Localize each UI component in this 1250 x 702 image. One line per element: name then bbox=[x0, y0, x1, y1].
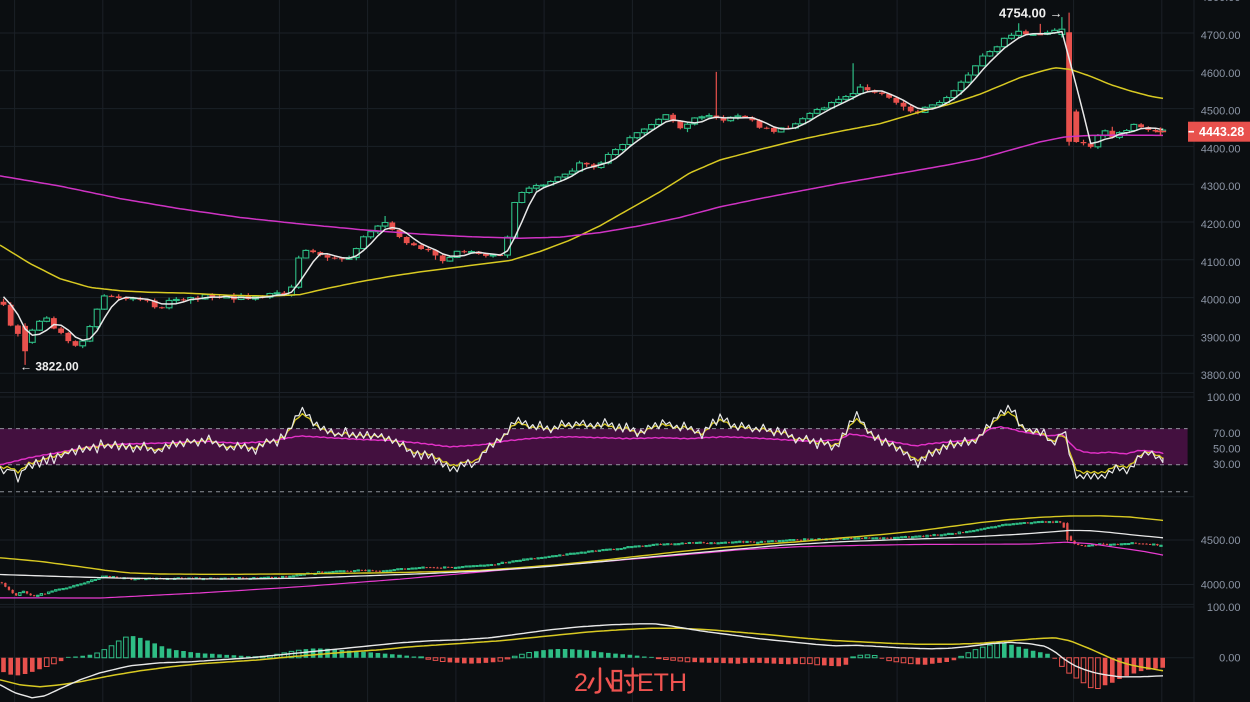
svg-text:100.00: 100.00 bbox=[1207, 602, 1241, 614]
svg-text:4300.00: 4300.00 bbox=[1201, 181, 1241, 193]
svg-text:4754.00 →: 4754.00 → bbox=[999, 6, 1063, 21]
svg-text:ETH: ETH bbox=[637, 669, 687, 697]
svg-text:4000.00: 4000.00 bbox=[1201, 580, 1241, 592]
svg-text:4700.00: 4700.00 bbox=[1201, 30, 1241, 42]
svg-text:50.00: 50.00 bbox=[1213, 444, 1241, 456]
svg-text:4443.28: 4443.28 bbox=[1199, 125, 1244, 139]
svg-text:← 3822.00: ← 3822.00 bbox=[20, 360, 79, 374]
svg-text:70.00: 70.00 bbox=[1213, 428, 1241, 440]
svg-text:4400.00: 4400.00 bbox=[1201, 143, 1241, 155]
svg-text:4200.00: 4200.00 bbox=[1201, 219, 1241, 231]
svg-text:0.00: 0.00 bbox=[1219, 653, 1240, 665]
svg-text:4000.00: 4000.00 bbox=[1201, 295, 1241, 307]
svg-text:4500.00: 4500.00 bbox=[1201, 535, 1241, 547]
svg-text:100.00: 100.00 bbox=[1207, 392, 1241, 404]
svg-text:3900.00: 3900.00 bbox=[1201, 332, 1241, 344]
svg-text:4100.00: 4100.00 bbox=[1201, 257, 1241, 269]
svg-text:4500.00: 4500.00 bbox=[1201, 106, 1241, 118]
svg-text:4600.00: 4600.00 bbox=[1201, 68, 1241, 80]
svg-text:4800.00: 4800.00 bbox=[1201, 0, 1241, 4]
svg-text:3800.00: 3800.00 bbox=[1201, 370, 1241, 382]
svg-text:30.00: 30.00 bbox=[1213, 459, 1241, 471]
svg-text:2: 2 bbox=[574, 669, 588, 697]
